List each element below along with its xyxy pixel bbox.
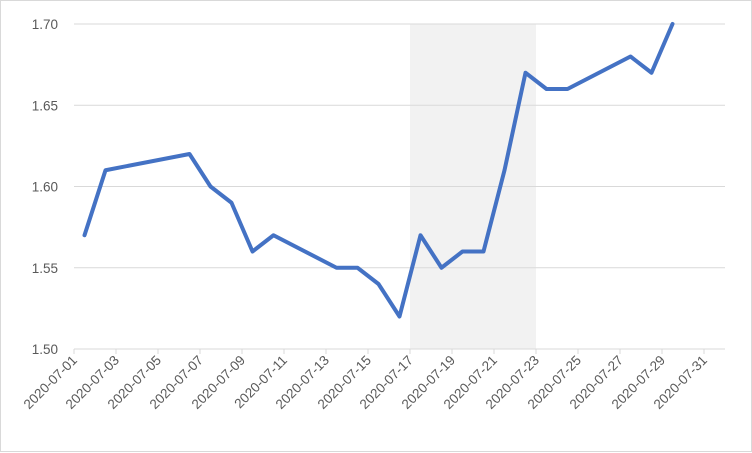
y-tick-label: 1.65 <box>32 98 58 113</box>
series-line <box>85 24 673 317</box>
y-tick-label: 1.70 <box>32 17 58 32</box>
y-tick-label: 1.50 <box>32 342 58 357</box>
y-tick-label: 1.60 <box>32 180 58 195</box>
y-tick-label: 1.55 <box>32 261 58 276</box>
